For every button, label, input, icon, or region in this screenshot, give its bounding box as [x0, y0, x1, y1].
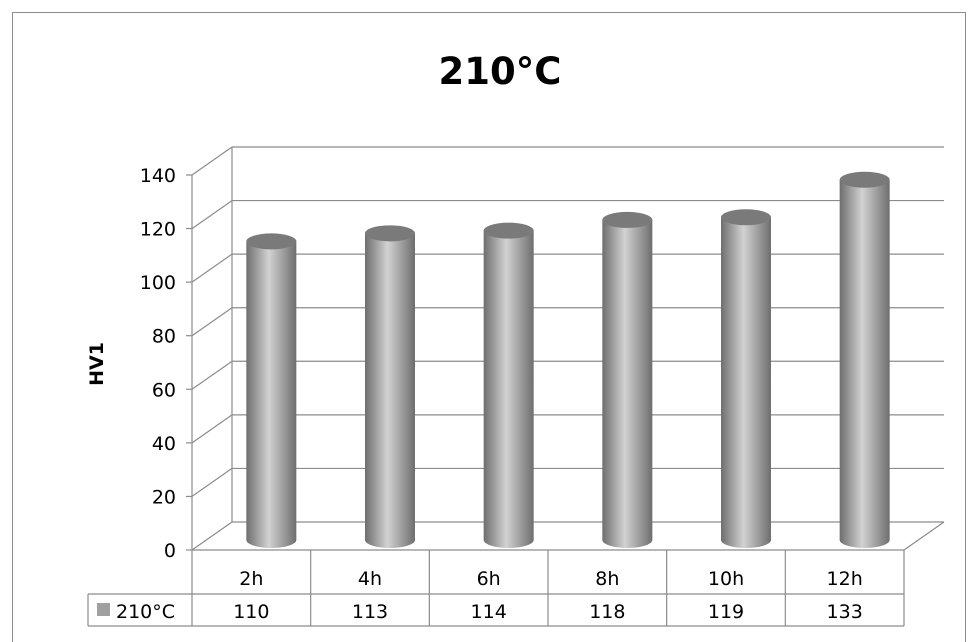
- bar-body: [365, 233, 415, 549]
- y-tick-label: 60: [152, 379, 176, 401]
- chart-frame: [12, 12, 966, 642]
- x-category-label: 10h: [708, 568, 744, 590]
- gridline-side-20: [191, 467, 233, 497]
- bar-body: [246, 241, 297, 548]
- bar-top: [483, 222, 534, 239]
- bar-top: [365, 225, 415, 242]
- y-tick-label: 20: [152, 486, 176, 508]
- legend-key: [97, 603, 110, 616]
- x-category-label: 4h: [358, 568, 382, 590]
- bar-top: [602, 211, 653, 228]
- y-tick-label: 80: [152, 326, 176, 348]
- data-table-value: 114: [471, 601, 507, 623]
- bar-10h: [721, 209, 771, 548]
- data-table-value: 113: [352, 601, 388, 623]
- bars: [246, 171, 890, 549]
- data-table-value: 133: [827, 601, 863, 623]
- chart-title: 210°C: [439, 50, 562, 93]
- x-category-label: 12h: [827, 568, 863, 590]
- gridline-side-120: [191, 200, 233, 230]
- y-tick-label: 120: [140, 219, 176, 241]
- y-tick-label: 40: [152, 433, 176, 455]
- y-tick-labels: 0 20 40 60 80 100 120 140: [140, 165, 176, 562]
- y-tick-label: 0: [164, 540, 176, 562]
- bar-8h: [602, 211, 653, 548]
- y-axis-label: HV1: [86, 342, 108, 386]
- plot-walls: [191, 147, 945, 551]
- y-tick-label: 100: [140, 272, 176, 294]
- bar-body: [839, 179, 890, 548]
- gridlines: [186, 146, 944, 551]
- bar-body: [483, 230, 534, 548]
- bar-top: [246, 233, 297, 250]
- bar-body: [602, 219, 653, 548]
- data-table-value: 118: [589, 601, 625, 623]
- bar-4h: [365, 225, 415, 549]
- gridline-side-0: [191, 521, 233, 551]
- gridline-side-80: [191, 307, 233, 337]
- x-category-label: 6h: [477, 568, 501, 590]
- gridline-side-100: [191, 253, 233, 283]
- bar-body: [721, 217, 771, 548]
- bar-2h: [246, 233, 297, 548]
- x-category-label: 8h: [595, 568, 619, 590]
- y-tick-label: 140: [140, 165, 176, 187]
- gridline-side-60: [191, 360, 233, 390]
- bar-12h: [839, 171, 890, 548]
- bar-6h: [483, 222, 534, 548]
- x-category-label: 2h: [239, 568, 263, 590]
- data-table-value: 110: [233, 601, 269, 623]
- legend-series-name: 210°C: [116, 601, 175, 623]
- bar-top: [839, 171, 890, 188]
- bar-top: [721, 209, 771, 226]
- gridline-side-140: [191, 146, 233, 176]
- data-table-value: 119: [708, 601, 744, 623]
- data-table: 2h 110 4h 113 6h 114 8h 118 10h 119 12h 133 210°C: [87, 550, 905, 627]
- gridline-side-40: [191, 414, 233, 444]
- floor-right-edge: [903, 521, 945, 551]
